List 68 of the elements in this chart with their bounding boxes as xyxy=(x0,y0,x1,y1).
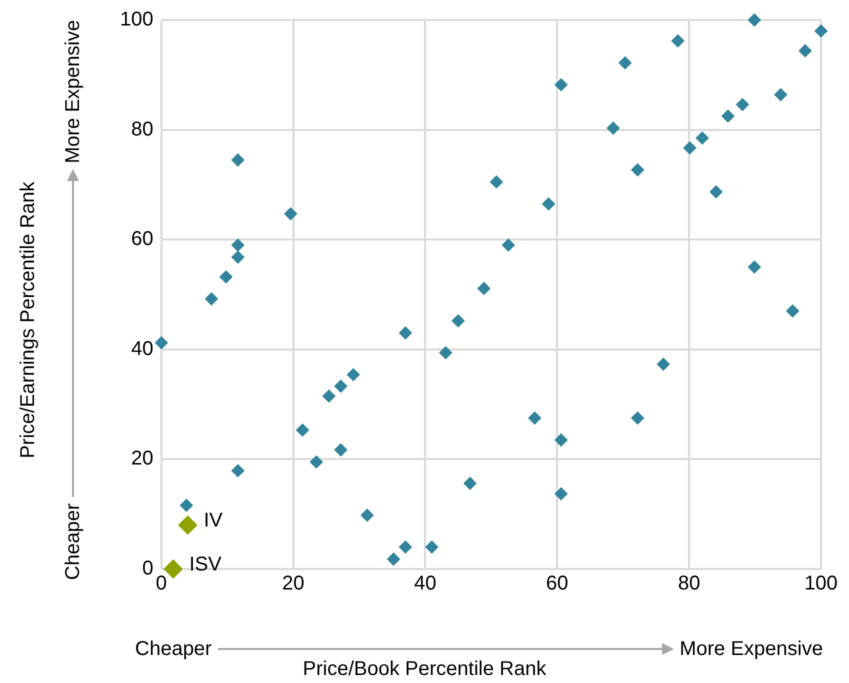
point xyxy=(502,238,515,252)
point xyxy=(296,424,310,437)
y-tick-label: 40 xyxy=(131,338,154,360)
point xyxy=(606,122,620,135)
point xyxy=(528,412,542,425)
y-tick-label: 60 xyxy=(131,228,154,250)
point xyxy=(439,346,452,360)
point xyxy=(710,185,723,198)
point xyxy=(322,390,336,403)
point xyxy=(554,78,568,92)
point xyxy=(554,433,568,446)
y-tick-label: 0 xyxy=(142,558,154,580)
point xyxy=(786,304,800,318)
point xyxy=(284,207,298,220)
point xyxy=(736,98,750,112)
point xyxy=(696,132,709,145)
x-axis-title: Price/Book Percentile Rank xyxy=(302,658,548,681)
point xyxy=(721,110,734,123)
point xyxy=(334,380,348,393)
point xyxy=(310,455,323,468)
text: More Expensive xyxy=(680,638,823,660)
point xyxy=(452,314,465,328)
point xyxy=(425,540,438,554)
point xyxy=(178,516,198,535)
x-tick-label: 60 xyxy=(546,572,568,595)
point xyxy=(774,88,788,102)
point xyxy=(231,153,244,166)
point xyxy=(748,14,761,26)
point xyxy=(346,368,360,382)
point xyxy=(205,292,218,306)
point xyxy=(618,56,632,70)
point xyxy=(231,250,244,264)
x-tick-label: 20 xyxy=(282,572,304,595)
x-tick-label: 80 xyxy=(678,572,700,595)
point xyxy=(554,487,568,500)
point xyxy=(180,498,193,512)
point xyxy=(748,260,761,274)
point xyxy=(464,476,477,490)
point xyxy=(671,34,684,48)
x-tick-label: 40 xyxy=(414,572,436,595)
point xyxy=(798,44,812,58)
annotation: ISV xyxy=(189,554,222,576)
point xyxy=(231,464,244,478)
annotation: IV xyxy=(204,510,224,532)
point xyxy=(398,326,412,340)
point xyxy=(334,443,348,456)
y-tick-label: 80 xyxy=(131,118,154,140)
point xyxy=(683,141,696,154)
text: More Expensive xyxy=(62,20,84,164)
point xyxy=(154,336,168,350)
point xyxy=(477,282,490,295)
point xyxy=(631,412,644,425)
y-tick-label: 100 xyxy=(120,8,154,31)
point xyxy=(360,508,374,522)
text: Cheaper xyxy=(135,638,212,660)
point xyxy=(656,358,670,371)
point xyxy=(814,24,828,38)
y-tick-label: 20 xyxy=(131,448,154,470)
text: Cheaper xyxy=(62,503,84,580)
y-axis-title: Price/Earnings Percentile Rank xyxy=(17,180,40,460)
point xyxy=(631,163,644,176)
x-tick-label: 100 xyxy=(804,572,838,595)
point xyxy=(220,270,233,284)
point xyxy=(542,197,556,210)
point xyxy=(231,238,244,252)
point xyxy=(490,175,503,188)
point xyxy=(387,552,400,566)
point xyxy=(398,540,412,554)
